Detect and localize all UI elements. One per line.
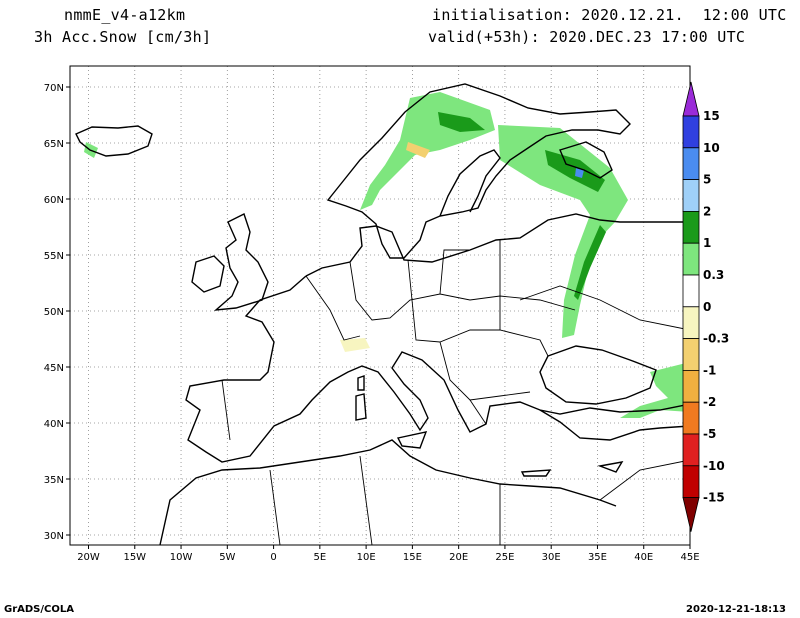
colorbar-label: -1 (703, 363, 716, 377)
coast-north-africa (159, 439, 617, 545)
lon-tick-label: 15W (123, 552, 146, 563)
lon-tick-label: 15E (403, 552, 422, 563)
colorbar: 15 10 5 2 1 0.3 0 -0.3 -1 -2 -5 -10 -15 (682, 81, 729, 532)
lon-tick-label: 20E (449, 552, 468, 563)
coast-sardinia (355, 393, 367, 421)
lat-tick-label: 40N (44, 419, 64, 430)
colorbar-swatch (682, 147, 700, 181)
snow-core-russia-band (574, 225, 606, 300)
colorbar-swatch (682, 274, 700, 308)
colorbar-swatch (682, 401, 700, 435)
border-7 (439, 341, 531, 401)
lon-tick-label: 45E (680, 552, 699, 563)
border-4 (439, 249, 470, 295)
colorbar-swatch (682, 306, 700, 339)
lon-tick-label: 10E (357, 552, 376, 563)
coastline-layer (75, 83, 690, 545)
colorbar-label: 10 (703, 141, 720, 155)
lon-tick-label: 0 (270, 552, 276, 563)
colorbar-swatch (682, 338, 700, 371)
latitude-axis: 70N 65N 60N 55N 50N 45N 40N 35N 30N (44, 83, 70, 542)
border-6 (519, 285, 690, 331)
border-10 (269, 469, 281, 545)
coast-corsica (357, 375, 365, 391)
colorbar-label: 0.3 (703, 268, 724, 282)
render-timestamp: 2020-12-21-18:13 (686, 604, 786, 615)
lat-tick-label: 60N (44, 195, 64, 206)
lat-tick-label: 55N (44, 251, 64, 262)
snow-yellow-norway (406, 142, 430, 158)
colorbar-swatch (682, 465, 700, 498)
coast-black-sea (539, 345, 657, 405)
graticule (70, 66, 691, 545)
colorbar-label: -2 (703, 395, 716, 409)
colorbar-label: 15 (703, 109, 720, 123)
snow-core-karelia (545, 150, 605, 192)
snow-core-norway (438, 112, 485, 132)
colorbar-label: 0 (703, 300, 711, 314)
lat-tick-label: 65N (44, 139, 64, 150)
lat-tick-label: 70N (44, 83, 64, 94)
colorbar-swatch (682, 433, 700, 467)
coast-scandinavia (326, 83, 631, 259)
colorbar-bottom-arrow (682, 497, 700, 532)
lon-tick-label: 5W (219, 552, 235, 563)
colorbar-label: -15 (703, 491, 725, 505)
valid-time: valid(+53h): 2020.DEC.23 17:00 UTC (428, 28, 746, 46)
snow-field-layer (84, 92, 690, 418)
snow-band-caucasus (620, 362, 690, 418)
border-13 (599, 459, 690, 501)
lon-tick-label: 5E (314, 552, 327, 563)
colorbar-label: -10 (703, 459, 725, 473)
lon-tick-label: 10W (170, 552, 193, 563)
coast-ireland (191, 255, 225, 293)
coast-turkey (539, 409, 690, 441)
colorbar-top-arrow (682, 81, 700, 117)
border-3 (407, 259, 549, 357)
longitude-axis: 20W 15W 10W 5W 0 5E 10E 15E 20E 25E 30E 35E 40E 45E (77, 545, 700, 563)
coast-sicily (396, 431, 428, 449)
initialisation-time: initialisation: 2020.12.21. 12:00 UTC (432, 6, 787, 24)
snow-ice-blue (575, 168, 584, 178)
lat-tick-label: 30N (44, 531, 64, 542)
colorbar-swatch (682, 242, 700, 276)
colorbar-swatch (682, 210, 700, 244)
coast-bothnia (439, 149, 501, 217)
coast-continent-west (305, 213, 690, 277)
lat-tick-label: 45N (44, 363, 64, 374)
coast-crete (520, 469, 552, 477)
colorbar-swatch (682, 179, 700, 212)
border-9 (469, 399, 487, 425)
colorbar-label: -5 (703, 427, 716, 441)
colorbar-label: 1 (703, 236, 711, 250)
coast-iceland (75, 125, 153, 157)
colorbar-label: 5 (703, 173, 711, 187)
coast-white-sea (559, 141, 613, 179)
colorbar-swatch (682, 369, 700, 403)
model-name: nmmE_v4-a12km (64, 6, 186, 24)
lon-tick-label: 40E (634, 552, 653, 563)
lon-tick-label: 35E (588, 552, 607, 563)
colorbar-label: -0.3 (703, 332, 729, 346)
lon-tick-label: 30E (542, 552, 561, 563)
border-1 (349, 261, 576, 321)
colorbar-label: 2 (703, 204, 711, 218)
border-8 (221, 379, 231, 441)
coast-cyprus (597, 461, 624, 473)
lon-tick-label: 25E (495, 552, 514, 563)
lat-tick-label: 35N (44, 475, 64, 486)
colorbar-swatch (682, 115, 700, 149)
border-layer (221, 240, 690, 545)
snow-yellow-alps (340, 338, 370, 352)
map-frame (69, 65, 691, 546)
software-credit: GrADS/COLA (4, 604, 74, 615)
field-title: 3h Acc.Snow [cm/3h] (34, 28, 212, 46)
border-2 (305, 275, 361, 341)
lon-tick-label: 20W (77, 552, 100, 563)
coast-britain (213, 213, 269, 311)
coast-france-iberia (185, 275, 690, 463)
lat-tick-label: 50N (44, 307, 64, 318)
border-11 (359, 455, 373, 545)
